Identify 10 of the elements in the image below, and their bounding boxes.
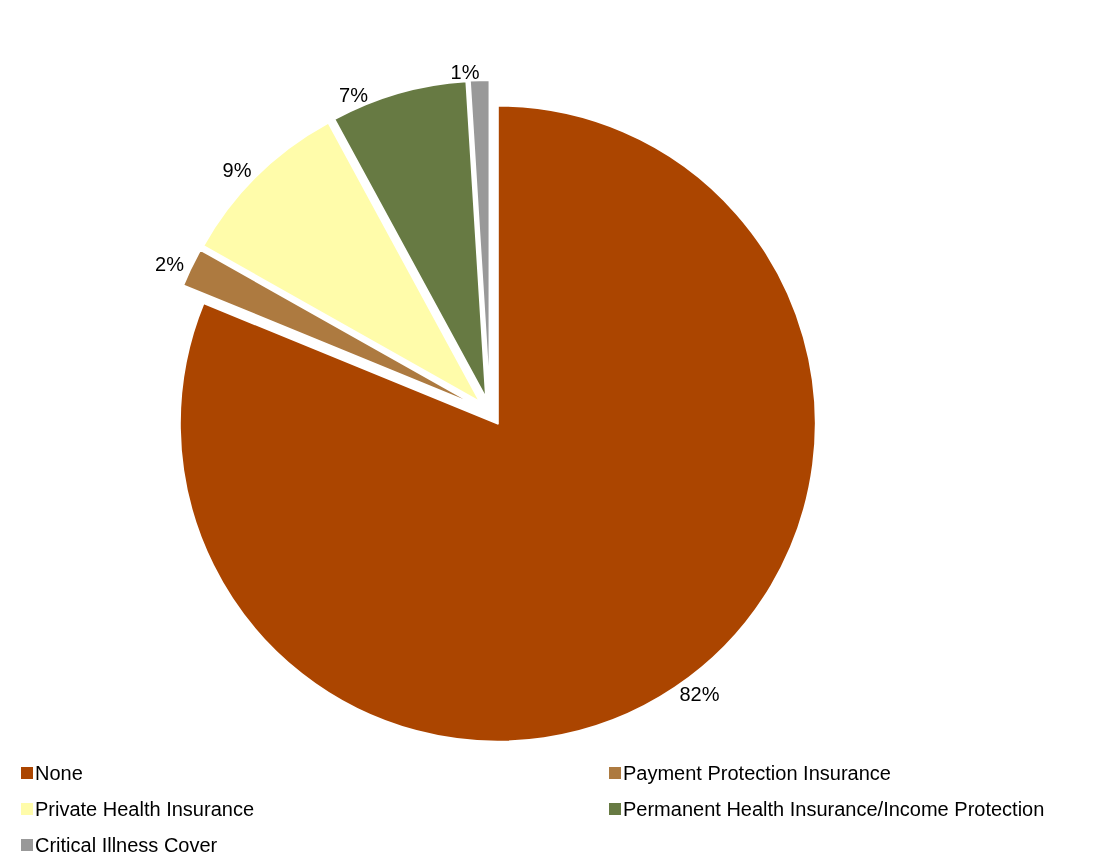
data-label: 1%: [450, 61, 480, 84]
legend-label: None: [35, 762, 83, 784]
legend-label: Payment Protection Insurance: [623, 762, 891, 784]
data-label: 7%: [339, 83, 369, 106]
legend-label: Permanent Health Insurance/Income Protection: [623, 798, 1045, 820]
data-label: 2%: [155, 252, 185, 275]
legend-label: Critical Illness Cover: [35, 834, 218, 856]
legend-label: Private Health Insurance: [35, 798, 255, 820]
data-label: 82%: [679, 683, 720, 706]
data-label: 9%: [222, 158, 252, 181]
